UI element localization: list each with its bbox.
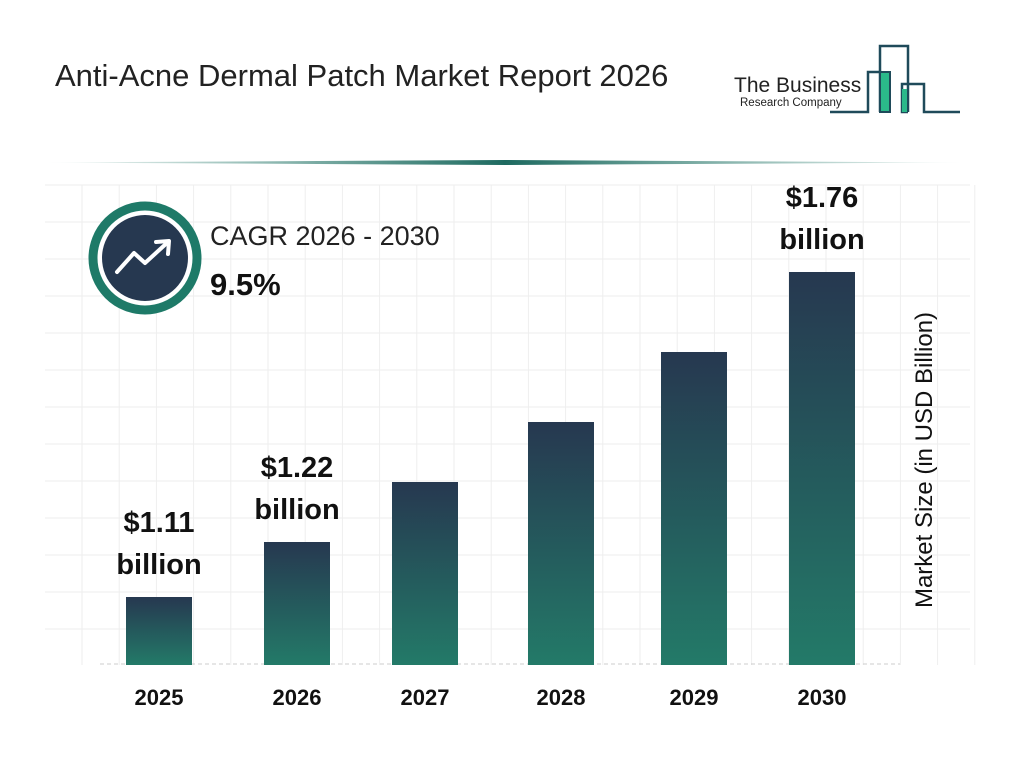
bar-2030 <box>789 272 855 665</box>
x-tick-label: 2025 <box>135 685 184 710</box>
company-logo: The Business Research Company <box>734 44 960 114</box>
cagr-value: 9.5% <box>210 267 281 302</box>
trend-up-arrow-icon <box>115 240 170 274</box>
data-label: $1.11 <box>124 507 195 539</box>
data-label-unit: billion <box>254 494 339 526</box>
x-tick-label: 2026 <box>273 685 322 710</box>
cagr-badge <box>88 201 202 315</box>
cagr-label: CAGR 2026 - 2030 <box>210 221 440 251</box>
x-tick-label: 2029 <box>670 685 719 710</box>
data-label-unit: billion <box>116 549 201 581</box>
x-tick-label: 2027 <box>401 685 450 710</box>
data-label: $1.76 <box>786 182 859 214</box>
svg-text:The Business: The Business <box>734 74 861 97</box>
page-title: Anti-Acne Dermal Patch Market Report 202… <box>55 58 669 93</box>
x-tick-label: 2028 <box>537 685 586 710</box>
bar-2025 <box>126 597 192 665</box>
cagr-circle <box>102 215 188 301</box>
bar-2026 <box>264 542 330 665</box>
data-label-unit: billion <box>779 224 864 256</box>
x-tick-label: 2030 <box>798 685 847 710</box>
svg-text:Research Company: Research Company <box>740 97 842 109</box>
data-label: $1.22 <box>261 452 334 484</box>
bar-2027 <box>392 482 458 665</box>
y-axis-label: Market Size (in USD Billion) <box>911 312 938 608</box>
bar-2029 <box>661 352 727 665</box>
title-divider <box>40 160 970 165</box>
bar-2028 <box>528 422 594 665</box>
